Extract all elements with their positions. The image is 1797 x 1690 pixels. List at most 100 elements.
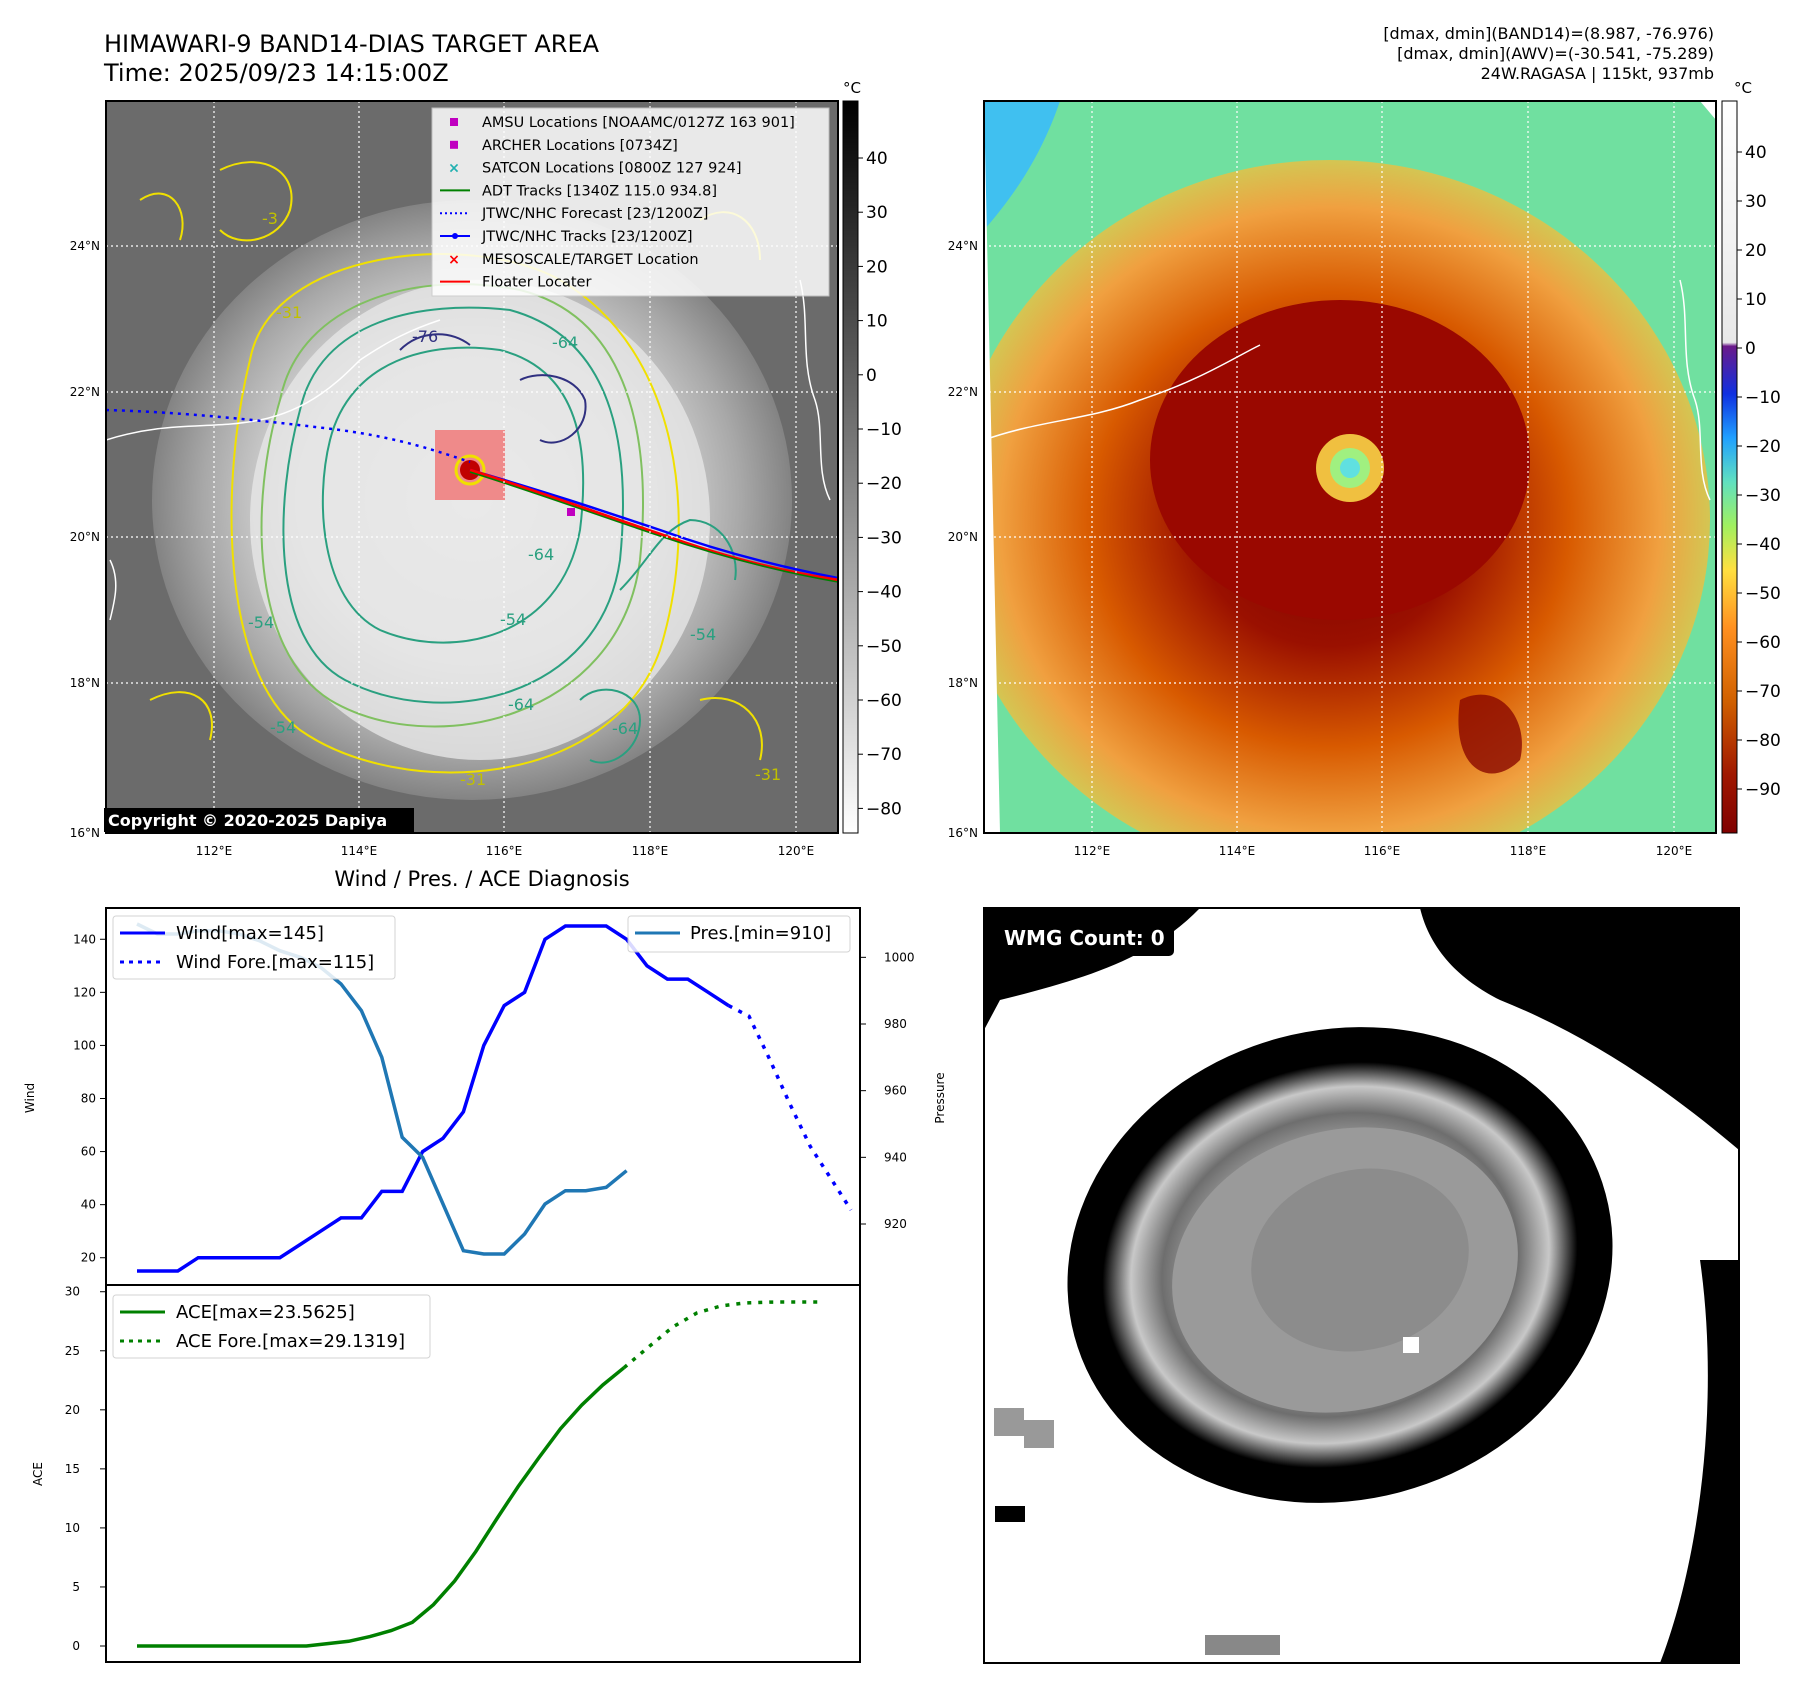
colorbar-tick-label: −60 <box>1745 633 1781 653</box>
contour-label: -31 <box>276 303 302 322</box>
legend-marker: × <box>448 161 460 177</box>
legend-ace: ACE[max=23.5625] <box>176 1302 355 1323</box>
contour-label: -54 <box>690 625 716 644</box>
colorbar-tick-label: 30 <box>866 203 888 223</box>
legend-pres: Pres.[min=910] <box>690 923 831 944</box>
lon-label: 116°E <box>486 844 523 858</box>
contour-label: -54 <box>500 610 526 629</box>
lon-label: 112°E <box>196 844 233 858</box>
colorbar-tick-label: −40 <box>1745 535 1781 555</box>
ace-series-line <box>137 1366 626 1648</box>
contour-label: -31 <box>460 770 486 789</box>
ace-tick-label: 30 <box>65 1285 80 1299</box>
legend-marker <box>450 140 458 149</box>
colorbar-tick-label: −60 <box>866 691 902 711</box>
diagnosis-title: Wind / Pres. / ACE Diagnosis <box>334 867 629 891</box>
contour-label: -64 <box>528 545 554 564</box>
lat-label: 18°N <box>70 676 100 690</box>
figure-time: Time: 2025/09/23 14:15:00Z <box>103 59 449 87</box>
legend-marker: × <box>448 252 460 268</box>
legend-marker <box>452 233 458 239</box>
ace-tick-label: 5 <box>72 1580 80 1594</box>
lat-label: 20°N <box>948 530 978 544</box>
contour-label: -3 <box>262 209 278 228</box>
pressure-tick-label: 960 <box>884 1084 907 1098</box>
colorbar-tick-label: 40 <box>866 149 888 169</box>
ace-tick-label: 25 <box>65 1344 80 1358</box>
pressure-tick-label: 940 <box>884 1150 907 1164</box>
colorbar-tick-label: 20 <box>866 257 888 277</box>
wind-tick-label: 120 <box>73 985 96 999</box>
info-line-storm: 24W.RAGASA | 115kt, 937mb <box>1481 64 1714 83</box>
colorbar-tick-label: −80 <box>1745 731 1781 751</box>
colorbar-tick-label: −90 <box>1745 780 1781 800</box>
left-colorbar: °C 40 30 20 10 0 −10 −20 −30 −40 −50 −60 −70 −80 <box>842 79 902 834</box>
contour-label: -54 <box>248 613 274 632</box>
legend-entry: JTWC/NHC Tracks [23/1200Z] <box>481 229 693 245</box>
lat-label: 18°N <box>948 676 978 690</box>
ace-axes-frame <box>105 1284 861 1663</box>
diagnosis-chart: Wind / Pres. / ACE Diagnosis Wind Pressu… <box>23 867 947 1663</box>
lat-label: 16°N <box>70 826 100 840</box>
legend-wind-fore: Wind Fore.[max=115] <box>176 952 374 973</box>
lon-label: 112°E <box>1074 844 1111 858</box>
ace-forecast-line <box>622 1300 818 1370</box>
contour-label: -54 <box>270 718 296 737</box>
legend-entry: ADT Tracks [1340Z 115.0 934.8] <box>482 183 717 199</box>
lon-label: 118°E <box>1510 844 1547 858</box>
contour-labels: -76 -64 -54 -64 -54 -64 -54 -64 -54 -31 … <box>248 209 781 789</box>
pressure-legend: Pres.[min=910] <box>627 915 851 953</box>
legend-entry: ARCHER Locations [0734Z] <box>482 138 678 154</box>
colorbar-tick-label: −30 <box>866 528 902 548</box>
ace-tick-label: 15 <box>65 1462 80 1476</box>
colorbar-tick-label: 0 <box>1745 339 1756 359</box>
colorbar-tick-label: −10 <box>866 420 902 440</box>
legend-wind: Wind[max=145] <box>176 923 324 944</box>
colorbar-tick-label: −40 <box>866 583 902 603</box>
wmg-panel: WMG Count: 0 <box>983 907 1740 1664</box>
wind-tick-label: 40 <box>81 1198 96 1212</box>
ace-ylabel: ACE <box>31 1462 45 1486</box>
colorbar-tick-label: −70 <box>1745 682 1781 702</box>
lon-label: 120°E <box>1656 844 1693 858</box>
legend-entry: SATCON Locations [0800Z 127 924] <box>482 161 741 177</box>
lat-label: 16°N <box>948 826 978 840</box>
wind-tick-label: 60 <box>81 1145 96 1159</box>
lon-label: 114°E <box>341 844 378 858</box>
colorbar-tick-label: −10 <box>1745 388 1781 408</box>
colorbar-tick-label: 0 <box>866 366 877 386</box>
right-ir-map <box>983 100 1717 834</box>
contour-label: -64 <box>612 719 638 738</box>
colorbar-tick-label: 40 <box>1745 143 1767 163</box>
legend-entry: MESOSCALE/TARGET Location <box>482 252 699 268</box>
lat-label: 24°N <box>948 239 978 253</box>
colorbar-tick-label: −20 <box>866 474 902 494</box>
best-track <box>469 468 838 580</box>
archer-marker <box>567 508 575 516</box>
info-line-band14: [dmax, dmin](BAND14)=(8.987, -76.976) <box>1383 24 1714 43</box>
ace-tick-label: 10 <box>65 1521 80 1535</box>
colorbar-tick-label: 10 <box>866 312 888 332</box>
colorbar-tick-label: −50 <box>866 637 902 657</box>
lon-label: 116°E <box>1364 844 1401 858</box>
colorbar-tick-label: 20 <box>1745 241 1767 261</box>
wind-tick-label: 140 <box>73 932 96 946</box>
legend-ace-fore: ACE Fore.[max=29.1319] <box>176 1331 405 1352</box>
contour-label: -64 <box>508 695 534 714</box>
contour-label: -64 <box>552 333 578 352</box>
pressure-tick-label: 980 <box>884 1017 907 1031</box>
colorbar-tick-label: −50 <box>1745 584 1781 604</box>
wind-tick-label: 100 <box>73 1038 96 1052</box>
left-ir-map: -76 -64 -54 -64 -54 -64 -54 -64 -54 -31 … <box>104 100 839 834</box>
legend-entry: AMSU Locations [NOAAMC/0127Z 163 901] <box>482 115 795 131</box>
lon-label: 114°E <box>1219 844 1256 858</box>
colorbar-unit: °C <box>1734 79 1752 97</box>
contour-label: -76 <box>412 327 438 346</box>
colorbar-tick-label: −20 <box>1745 437 1781 457</box>
lat-label: 22°N <box>948 385 978 399</box>
right-colorbar: °C 40 30 20 10 0 −10 −20 −30 −40 −50 −60 −70 −80 −90 <box>1721 79 1781 834</box>
wind-tick-label: 80 <box>81 1092 96 1106</box>
legend-entry: JTWC/NHC Forecast [23/1200Z] <box>481 206 708 222</box>
wind-legend: Wind[max=145] Wind Fore.[max=115] <box>112 915 396 980</box>
